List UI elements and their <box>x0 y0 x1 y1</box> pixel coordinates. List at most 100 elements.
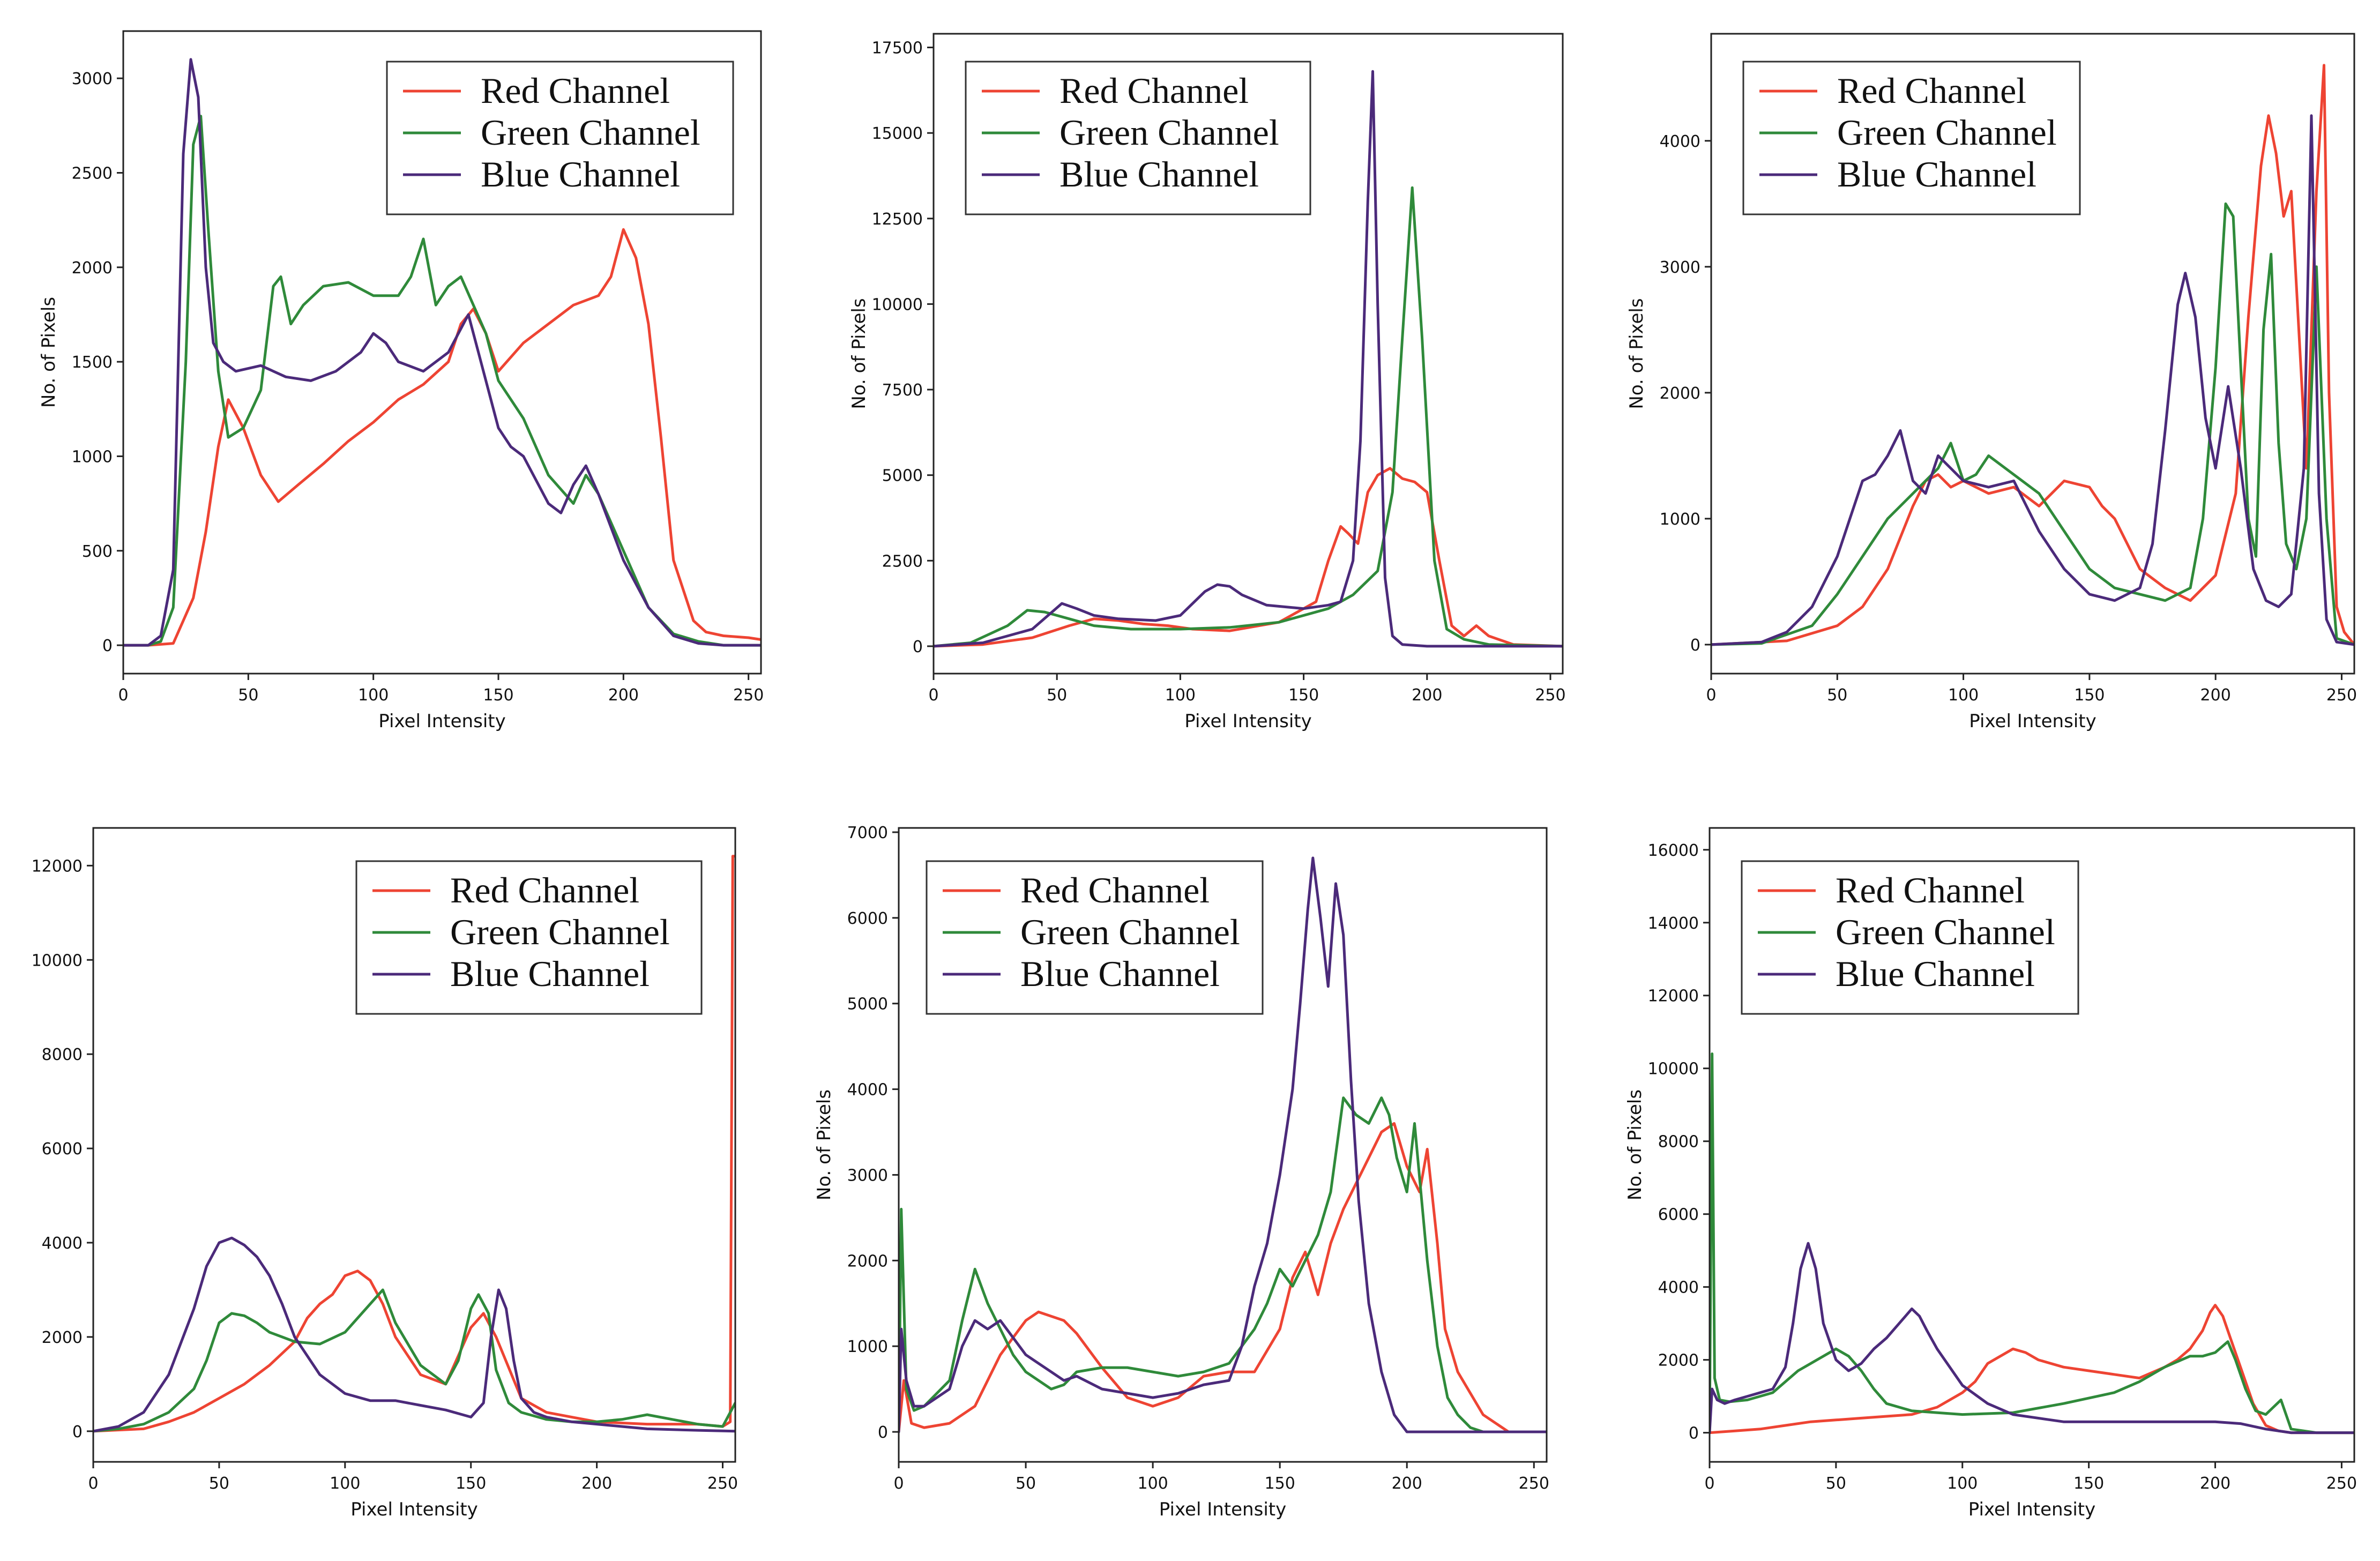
series-line-red <box>1711 64 2354 646</box>
legend-label-blue: Blue Channel <box>1020 953 1220 994</box>
x-tick-label: 250 <box>733 686 764 705</box>
legend-label-red: Red Channel <box>1020 870 1210 910</box>
y-tick-label: 4000 <box>1660 132 1700 151</box>
x-tick-label: 250 <box>1519 1474 1549 1493</box>
y-tick-label: 500 <box>82 542 113 561</box>
x-axis-title: Pixel Intensity <box>1184 711 1311 732</box>
x-tick-label: 50 <box>1827 686 1847 705</box>
x-tick-label: 200 <box>581 1474 612 1493</box>
y-tick-label: 3000 <box>1660 258 1700 277</box>
legend-label-blue: Blue Channel <box>481 154 680 195</box>
legend-label-red: Red Channel <box>1060 70 1249 111</box>
series-line-green <box>934 186 1563 648</box>
x-tick-label: 250 <box>2326 1474 2357 1493</box>
x-tick-label: 100 <box>358 686 389 705</box>
x-tick-label: 200 <box>1412 686 1442 705</box>
plot-frame <box>898 827 1548 1463</box>
y-tick-label: 0 <box>1689 1424 1699 1443</box>
series-line-blue <box>93 1236 735 1433</box>
series-line-green <box>1711 202 2354 646</box>
y-tick-label: 12500 <box>872 210 923 229</box>
y-tick-label: 7000 <box>847 824 888 842</box>
legend-label-green: Green Channel <box>1020 912 1240 952</box>
legend-label-blue: Blue Channel <box>450 953 650 994</box>
y-tick-label: 2000 <box>1660 384 1700 403</box>
legend-box <box>965 61 1311 215</box>
y-axis-title: No. of Pixels <box>38 297 59 408</box>
x-tick-label: 0 <box>118 686 128 705</box>
x-tick-label: 100 <box>330 1474 360 1493</box>
y-tick-label: 3000 <box>72 70 113 88</box>
y-tick-label: 12000 <box>32 857 83 876</box>
chart-panel-3: 0 50 100 150 200 250 0 1000 2000 3000 4000 Pixel In… <box>1626 33 2357 732</box>
y-tick-label: 2000 <box>847 1252 888 1271</box>
x-axis-title: Pixel Intensity <box>350 1499 478 1520</box>
x-axis-title: Pixel Intensity <box>1968 1499 2095 1520</box>
y-tick-label: 16000 <box>1648 841 1699 860</box>
series-line-blue <box>1710 1242 2354 1435</box>
y-axis-title: No. of Pixels <box>1624 1089 1646 1200</box>
legend-label-green: Green Channel <box>450 912 670 952</box>
legend-label-green: Green Channel <box>481 112 700 153</box>
y-tick-label: 14000 <box>1648 914 1699 933</box>
y-tick-label: 0 <box>878 1423 888 1442</box>
series-group <box>93 855 735 1433</box>
y-tick-label: 10000 <box>872 295 923 314</box>
legend-label-blue: Blue Channel <box>1836 953 2035 994</box>
series-line-red <box>93 855 735 1433</box>
legend-box <box>1742 61 2081 215</box>
y-tick-label: 5000 <box>847 995 888 1014</box>
series-line-red <box>934 467 1563 648</box>
legend-label-green: Green Channel <box>1060 112 1279 153</box>
y-tick-label: 2500 <box>72 164 113 183</box>
x-tick-label: 150 <box>456 1474 486 1493</box>
y-tick-label: 8000 <box>1658 1133 1699 1152</box>
legend-label-green: Green Channel <box>1837 112 2057 153</box>
y-tick-label: 8000 <box>42 1045 83 1064</box>
series-line-blue <box>934 70 1563 648</box>
x-tick-label: 200 <box>2200 1474 2230 1493</box>
y-tick-label: 0 <box>72 1423 83 1442</box>
x-tick-label: 150 <box>2074 686 2105 705</box>
y-tick-label: 4000 <box>42 1234 83 1253</box>
x-tick-label: 50 <box>1826 1474 1846 1493</box>
series-line-red <box>1710 1304 2354 1435</box>
x-axis-title: Pixel Intensity <box>1969 711 2096 732</box>
legend-label-red: Red Channel <box>450 870 639 910</box>
x-tick-label: 250 <box>2326 686 2357 705</box>
x-tick-label: 100 <box>1137 1474 1168 1493</box>
y-tick-label: 2000 <box>1658 1351 1699 1370</box>
y-tick-label: 6000 <box>42 1140 83 1159</box>
plot-frame <box>92 827 736 1463</box>
x-tick-label: 250 <box>1535 686 1565 705</box>
x-tick-label: 50 <box>1047 686 1067 705</box>
y-tick-label: 4000 <box>847 1081 888 1100</box>
plot-frame <box>932 33 1564 675</box>
series-line-green <box>1710 1052 2354 1435</box>
legend-box <box>355 860 703 1015</box>
x-tick-label: 150 <box>2073 1474 2104 1493</box>
chart-panel-2: 0 50 100 150 200 2500250050007500100001250015… <box>848 33 1566 732</box>
x-tick-label: 50 <box>209 1474 229 1493</box>
y-tick-label: 2000 <box>72 259 113 278</box>
series-line-green <box>93 1288 735 1433</box>
y-tick-label: 0 <box>913 638 923 656</box>
legend-label-red: Red Channel <box>1836 870 2025 910</box>
series-group <box>1711 64 2354 646</box>
y-tick-label: 12000 <box>1648 987 1699 1006</box>
y-tick-label: 10000 <box>1648 1060 1699 1079</box>
y-tick-label: 6000 <box>847 909 888 928</box>
x-tick-label: 50 <box>238 686 258 705</box>
y-tick-label: 6000 <box>1658 1206 1699 1224</box>
plot-frame <box>122 30 762 675</box>
x-tick-label: 100 <box>1948 686 1979 705</box>
series-group <box>1710 1052 2354 1435</box>
x-tick-label: 50 <box>1016 1474 1036 1493</box>
legend-label-blue: Blue Channel <box>1837 154 2036 195</box>
x-axis-title: Pixel Intensity <box>1159 1499 1286 1520</box>
y-tick-label: 1000 <box>1660 510 1700 529</box>
y-tick-label: 3000 <box>847 1166 888 1185</box>
